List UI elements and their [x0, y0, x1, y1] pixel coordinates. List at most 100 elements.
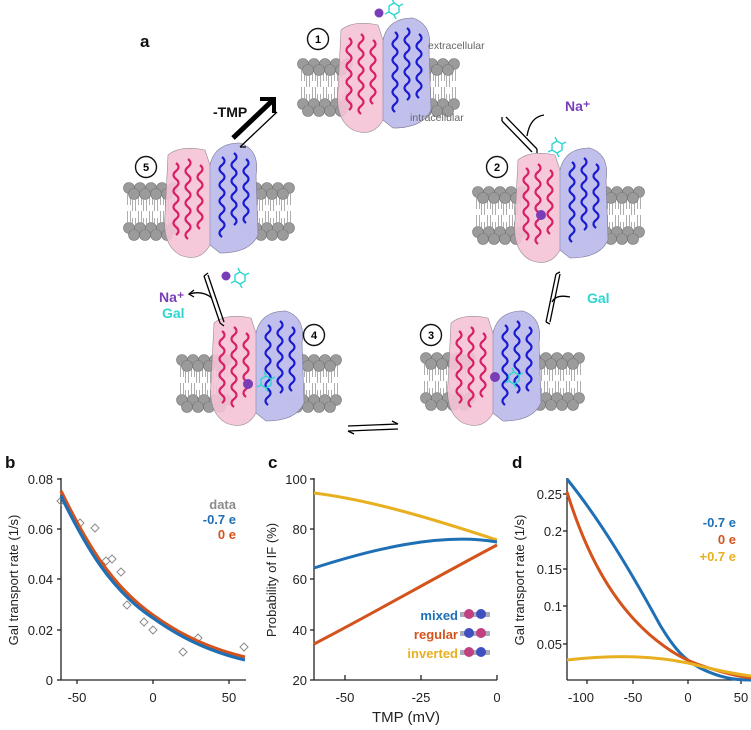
series-pos07e-line [566, 655, 751, 678]
panel-c-letter: c [268, 453, 278, 472]
x-tick-labels: -50 0 50 [68, 690, 237, 705]
svg-text:0.06: 0.06 [28, 522, 53, 537]
svg-text:0.1: 0.1 [544, 599, 562, 614]
svg-text:regular: regular [414, 627, 458, 642]
series-inverted-line [313, 491, 498, 542]
svg-text:0.05: 0.05 [537, 637, 562, 652]
sodium-ion-icon [221, 271, 231, 281]
chart-c-probability-if: 100 80 60 40 20 -50 -25 0 TMP (mV) Proba… [264, 472, 500, 726]
svg-text:50: 50 [734, 690, 748, 705]
y-axis-label: Probability of IF (%) [264, 523, 279, 637]
y-axis [563, 478, 568, 680]
state-number-5: 5 [134, 155, 158, 179]
svg-text:50: 50 [222, 690, 236, 705]
svg-text:data: data [209, 497, 237, 512]
chart-b-transport-rate: 0.08 0.06 0.04 0.02 0 -50 0 50 Gal trans… [6, 472, 249, 705]
state-number-1: 1 [306, 27, 330, 51]
x-tick-labels: -50 -25 0 [336, 690, 500, 705]
svg-text:0.04: 0.04 [28, 572, 53, 587]
extracellular-label: extracellular [428, 40, 485, 52]
svg-text:1: 1 [315, 34, 321, 46]
x-axis [61, 679, 246, 684]
svg-text:80: 80 [293, 522, 307, 537]
svg-text:-0.7 e: -0.7 e [703, 515, 736, 530]
y-axis-label: Gal transport rate (1/s) [6, 515, 21, 646]
svg-text:5: 5 [143, 162, 149, 174]
na-plus-label: Na⁺ [565, 98, 590, 114]
svg-text:0 e: 0 e [218, 527, 236, 542]
svg-text:100: 100 [285, 472, 307, 487]
arrow-3-to-4 [347, 420, 399, 435]
y-axis [57, 478, 62, 681]
series-neg07e-line [565, 478, 751, 682]
series-0e-line [59, 490, 246, 659]
state-number-3: 3 [419, 323, 443, 347]
state-4-transporter [177, 309, 342, 427]
state-number-4: 4 [302, 323, 326, 347]
svg-text:3: 3 [428, 330, 434, 342]
svg-text:0: 0 [493, 690, 500, 705]
legend-c: mixed regular inverted [407, 608, 458, 661]
galactose-icon [230, 267, 250, 289]
svg-text:20: 20 [293, 673, 307, 688]
series-regular-line [313, 543, 498, 646]
svg-text:0.02: 0.02 [28, 623, 53, 638]
svg-text:0 e: 0 e [718, 532, 736, 547]
svg-text:60: 60 [293, 572, 307, 587]
y-axis [310, 478, 315, 681]
state-1-transporter [298, 0, 460, 134]
svg-text:mixed: mixed [420, 608, 458, 623]
y-tick-labels: 0.08 0.06 0.04 0.02 0 [28, 472, 53, 688]
svg-text:0.15: 0.15 [537, 562, 562, 577]
svg-text:-50: -50 [68, 690, 87, 705]
svg-text:+0.7 e: +0.7 e [699, 549, 736, 564]
svg-text:-0.7 e: -0.7 e [203, 512, 236, 527]
svg-text:-50: -50 [336, 690, 355, 705]
gal-label: Gal [587, 290, 610, 306]
state-2-transporter [473, 136, 645, 264]
x-axis-label: TMP (mV) [372, 709, 440, 726]
sodium-ion-icon [536, 210, 546, 220]
state-5-transporter [124, 141, 295, 289]
arrow-2-to-3 [545, 271, 571, 325]
y-axis-label: Gal transport rate (1/s) [512, 515, 527, 646]
svg-text:0.08: 0.08 [28, 472, 53, 487]
svg-text:-50: -50 [624, 690, 643, 705]
svg-text:-25: -25 [412, 690, 431, 705]
svg-text:0.25: 0.25 [537, 487, 562, 502]
y-tick-labels: 0.25 0.2 0.15 0.1 0.05 [537, 487, 562, 652]
sodium-ion-icon [243, 379, 253, 389]
transport-cycle-diagram: 1 2 3 4 5 extracellular intracellular -T… [0, 0, 751, 435]
legend-b: data -0.7 e 0 e [203, 497, 237, 542]
legend-dimer-icons [460, 609, 490, 657]
state-number-2: 2 [485, 155, 509, 179]
panel-a-letter: a [140, 32, 150, 51]
series-mixed-line [313, 537, 498, 570]
galactose-icon [384, 0, 404, 20]
x-axis [567, 679, 751, 684]
svg-text:0: 0 [149, 690, 156, 705]
svg-text:inverted: inverted [407, 646, 458, 661]
svg-text:-100: -100 [568, 690, 594, 705]
svg-text:40: 40 [293, 623, 307, 638]
chart-d-transport-rate: 0.25 0.2 0.15 0.1 0.05 -100 -50 0 50 Gal… [512, 478, 751, 705]
arrow-5-to-1 [231, 97, 278, 148]
panel-d-letter: d [512, 453, 523, 472]
state-3-transporter [421, 309, 585, 427]
panel-b-letter: b [5, 453, 16, 472]
sodium-ion-icon [490, 372, 500, 382]
svg-text:0: 0 [684, 690, 691, 705]
y-tick-labels: 100 80 60 40 20 [285, 472, 307, 688]
svg-text:0.2: 0.2 [544, 524, 562, 539]
x-axis [314, 675, 498, 681]
svg-text:4: 4 [311, 330, 318, 342]
sodium-ion-icon [374, 8, 384, 18]
gal-release-label: Gal [162, 305, 185, 321]
arrow-1-to-2 [501, 114, 545, 153]
svg-text:2: 2 [494, 162, 500, 174]
na-release-label: Na⁺ [159, 289, 184, 305]
arrow-4-to-5 [187, 272, 225, 327]
legend-d: -0.7 e 0 e +0.7 e [699, 515, 736, 564]
svg-text:0: 0 [46, 673, 53, 688]
intracellular-label: intracellular [410, 112, 464, 124]
